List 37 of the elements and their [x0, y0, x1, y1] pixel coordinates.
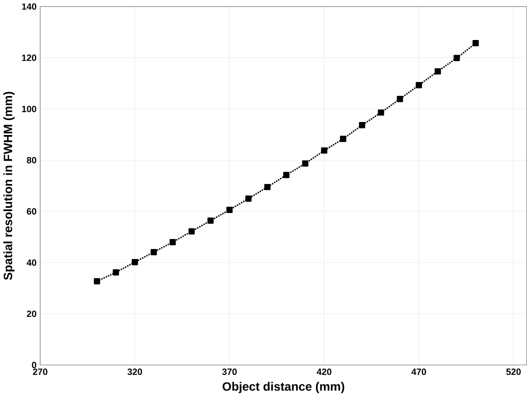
point [207, 217, 214, 224]
x-tick-label: 370 [222, 368, 237, 375]
point [472, 40, 479, 46]
x-tick-label: 320 [127, 368, 142, 375]
x-tick-label: 520 [506, 368, 521, 375]
y-tick-label: 60 [26, 208, 36, 214]
point [94, 278, 100, 284]
x-tick-label: 270 [32, 368, 48, 375]
point [283, 172, 290, 178]
point [321, 147, 328, 154]
y-tick-label: 100 [22, 106, 36, 112]
point [378, 109, 384, 116]
point [264, 184, 271, 190]
y-tick-label: 20 [26, 310, 36, 317]
point [302, 160, 308, 166]
x-tick-label: 470 [411, 368, 426, 375]
point [454, 54, 460, 61]
point [245, 195, 252, 202]
y-tick-label: 120 [22, 54, 36, 61]
point [340, 136, 346, 142]
point [170, 238, 176, 245]
point [358, 122, 366, 128]
y-tick-label: 80 [26, 156, 36, 164]
point [150, 248, 157, 255]
y-axis-title: Spatial resolution in FWHM (mm) [3, 92, 15, 280]
point [188, 228, 195, 234]
point [416, 82, 422, 88]
y-tick-label: 140 [22, 3, 36, 10]
x-tick-label: 420 [316, 368, 332, 375]
y-tick-label: 40 [26, 259, 36, 266]
point [434, 68, 441, 74]
point [132, 258, 138, 265]
x-axis-title: Object distance (mm) [222, 382, 344, 393]
point [112, 268, 120, 276]
point [226, 206, 233, 213]
point [396, 96, 404, 102]
y-tick-label: 0 [32, 362, 36, 368]
